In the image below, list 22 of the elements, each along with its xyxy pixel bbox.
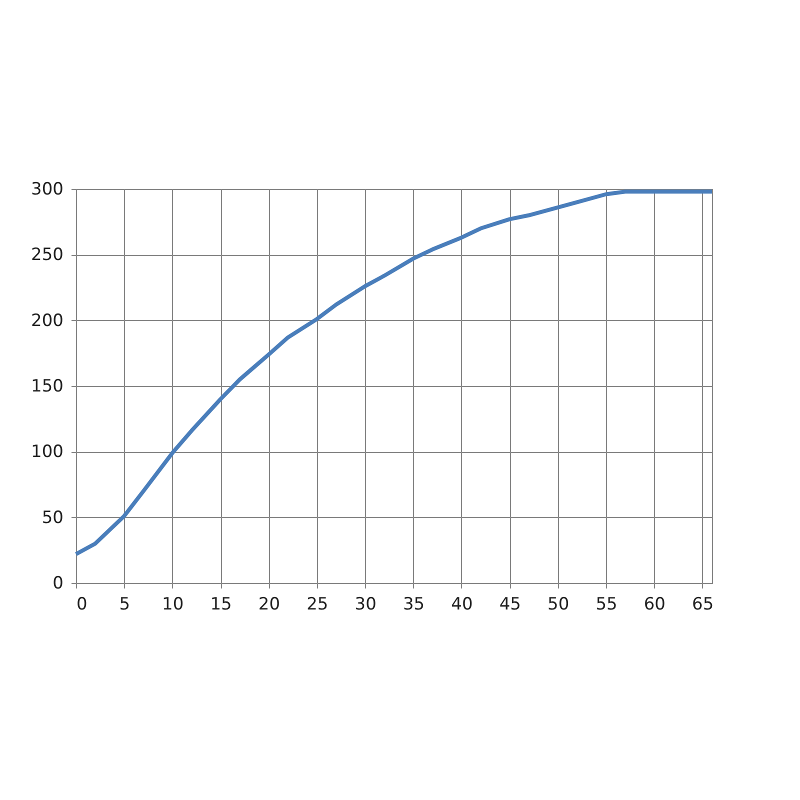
y-tick-label: 250 xyxy=(31,245,64,266)
x-tick-label: 5 xyxy=(119,594,130,614)
y-tick-label: 150 xyxy=(31,376,64,396)
x-tick-label: 55 xyxy=(596,594,618,614)
x-tick-label: 0 xyxy=(76,594,88,614)
y-tick-label: 200 xyxy=(31,310,64,331)
x-tick-label: 15 xyxy=(210,594,232,614)
x-tick-label: 65 xyxy=(692,594,714,614)
x-tick-label: 25 xyxy=(306,594,328,614)
line-series xyxy=(74,190,714,556)
y-tick-label: 0 xyxy=(52,574,64,594)
x-tick-label: 35 xyxy=(402,594,425,614)
x-tick-label: 20 xyxy=(258,594,280,614)
x-tick-label: 45 xyxy=(499,594,521,614)
x-tick-label: 60 xyxy=(644,594,666,614)
y-tick-label: 100 xyxy=(31,442,64,462)
x-tick-label: 30 xyxy=(354,594,376,614)
x-tick-label: 10 xyxy=(162,594,184,614)
y-tick-label: 50 xyxy=(42,508,64,528)
x-tick-label: 40 xyxy=(451,594,473,614)
x-tick-label: 50 xyxy=(548,594,570,614)
y-tick-label: 300 xyxy=(31,180,64,200)
